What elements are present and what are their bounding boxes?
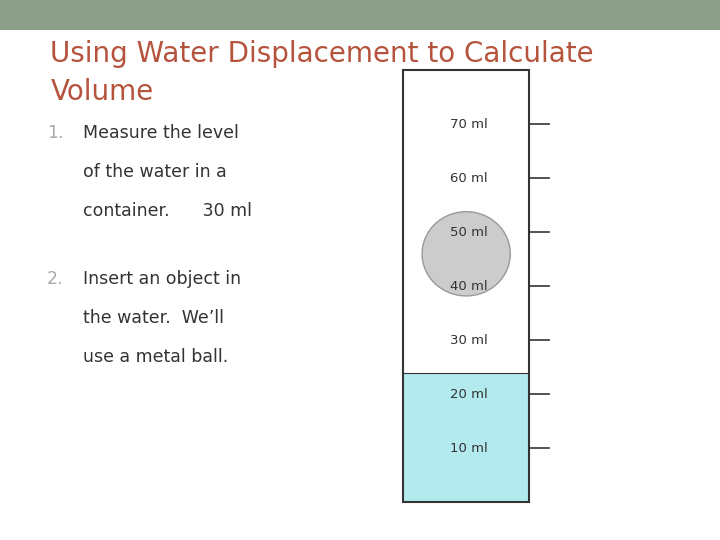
Text: 40 ml: 40 ml [450, 280, 487, 293]
Text: Using Water Displacement to Calculate: Using Water Displacement to Calculate [50, 40, 594, 69]
Text: 2.: 2. [47, 270, 63, 288]
Bar [0, 0, 720, 30]
Text: of the water in a: of the water in a [83, 163, 227, 181]
Bar [403, 70, 529, 502]
Text: 10 ml: 10 ml [450, 442, 487, 455]
Text: 20 ml: 20 ml [450, 388, 487, 401]
Text: 70 ml: 70 ml [450, 118, 487, 131]
Ellipse shape [422, 212, 510, 296]
Text: 30 ml: 30 ml [450, 334, 487, 347]
Text: container.      30 ml: container. 30 ml [83, 202, 252, 220]
Text: 50 ml: 50 ml [450, 226, 487, 239]
Text: Measure the level: Measure the level [83, 124, 238, 142]
Text: Insert an object in: Insert an object in [83, 270, 241, 288]
Text: 60 ml: 60 ml [450, 172, 487, 185]
Text: the water.  We’ll: the water. We’ll [83, 309, 224, 327]
Text: Volume: Volume [50, 78, 153, 106]
Text: 1.: 1. [47, 124, 63, 142]
Text: use a metal ball.: use a metal ball. [83, 348, 228, 366]
Bar [403, 373, 529, 502]
